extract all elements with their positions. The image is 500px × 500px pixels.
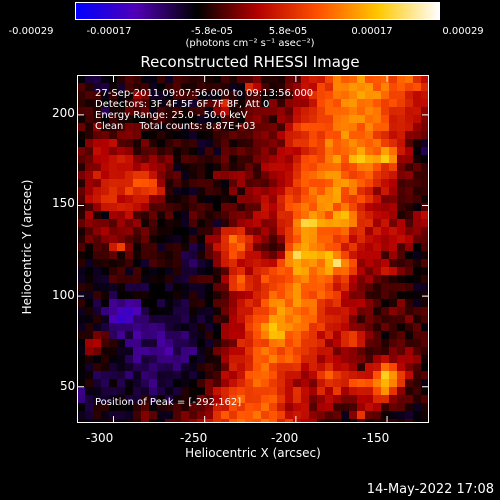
y-tick-label: 100	[52, 288, 75, 302]
chart-title: Reconstructed RHESSI Image	[140, 53, 360, 71]
colorbar-tick-label: 0.00029	[442, 26, 484, 37]
colorbar-tick-label: 0.00017	[351, 26, 393, 37]
y-tick-label: 50	[60, 379, 76, 393]
colorbar-units: (photons cm⁻² s⁻¹ asec⁻²)	[185, 38, 315, 49]
annotation-time-range: 27-Sep-2011 09:07:56.000 to 09:13:56.000	[95, 88, 314, 99]
colorbar-tick-label: -0.00029	[8, 26, 54, 37]
y-axis-label: Heliocentric Y (arcsec)	[20, 179, 34, 315]
colorbar-tick-label: 5.8e-05	[268, 26, 308, 37]
annotation-peak-position: Position of Peak = [-292,162]	[95, 397, 242, 408]
colorbar-gradient	[76, 3, 439, 19]
annotation-detectors: Detectors: 3F 4F 5F 6F 7F 8F, Att 0	[95, 99, 270, 110]
x-tick-label: -250	[180, 431, 208, 445]
x-tick-label: -150	[362, 431, 390, 445]
colorbar-tick-label: -5.8e-05	[191, 26, 233, 37]
annotation-total-counts: Clean Total counts: 8.87E+03	[95, 121, 256, 132]
colorbar-tick-label: -0.00017	[86, 26, 132, 37]
colorbar	[75, 2, 440, 20]
x-axis-label: Heliocentric X (arcsec)	[185, 446, 321, 460]
x-tick-label: -300	[86, 431, 114, 445]
y-tick-label: 150	[52, 196, 75, 210]
y-tick-label: 200	[52, 106, 75, 120]
plot-frame	[77, 75, 429, 423]
heatmap-plot	[77, 75, 429, 423]
plot-timestamp: 14-May-2022 17:08	[366, 482, 494, 497]
heatmap-canvas	[77, 75, 429, 423]
annotation-energy-range: Energy Range: 25.0 - 50.0 keV	[95, 110, 248, 121]
x-tick-label: -200	[271, 431, 299, 445]
